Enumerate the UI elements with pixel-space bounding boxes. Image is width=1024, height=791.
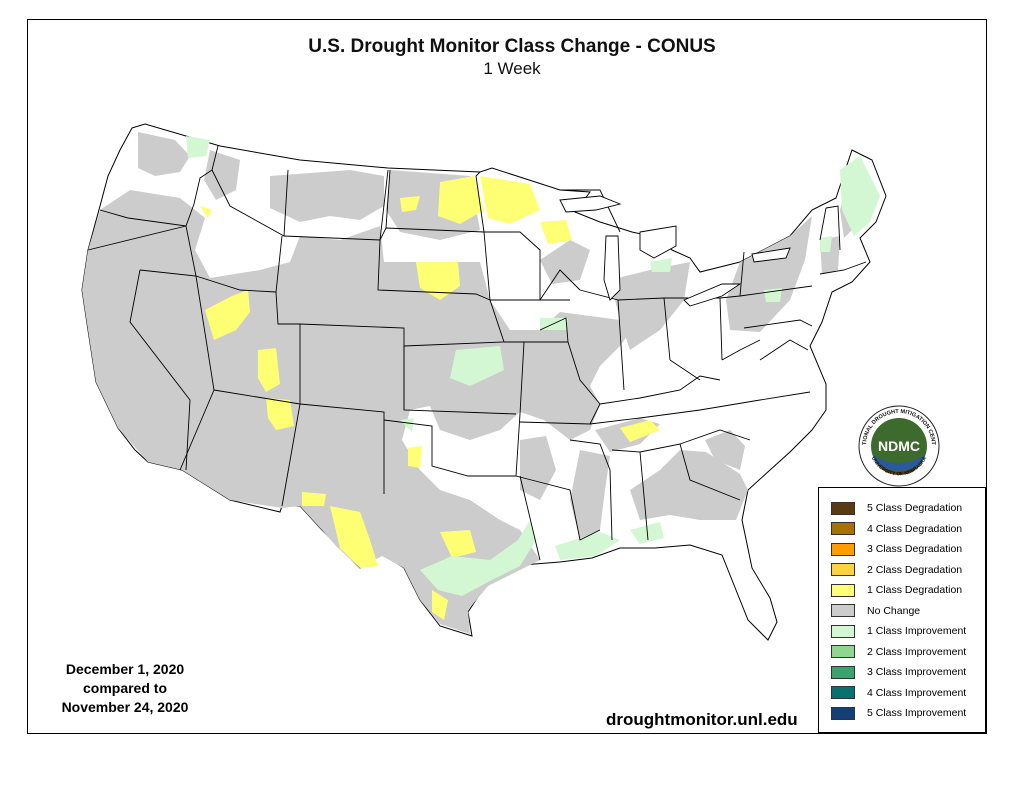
date-comparison: December 1, 2020 compared to November 24… — [40, 660, 210, 717]
legend-swatch — [831, 665, 855, 679]
legend-label: 2 Class Improvement — [867, 645, 967, 658]
legend-swatch — [831, 583, 855, 597]
legend-swatch — [831, 686, 855, 699]
legend-item: 1 Class Improvement — [831, 623, 966, 639]
date-connector: compared to — [82, 680, 167, 696]
legend-label: 1 Class Improvement — [867, 625, 967, 637]
map-subtitle: 1 Week — [483, 59, 541, 78]
legend-label: No Change — [867, 604, 921, 617]
legend-swatch — [831, 501, 855, 515]
legend-item: 4 Class Improvement — [831, 685, 966, 701]
legend-item: 1 Class Degradation — [831, 582, 962, 598]
degradation-areas — [200, 176, 660, 620]
state-borders — [87, 145, 867, 561]
legend-item: No Change — [831, 603, 920, 619]
source-url[interactable]: droughtmonitor.unl.edu — [606, 710, 798, 729]
legend-label: 2 Class Degradation — [867, 563, 963, 576]
great-lakes — [559, 195, 791, 307]
legend-item: 3 Class Degradation — [831, 541, 962, 557]
legend-item: 2 Class Degradation — [831, 562, 962, 578]
legend-label: 5 Class Improvement — [867, 707, 967, 719]
ndmc-logo: NDMC NATIONAL DROUGHT MITIGATION CENTER … — [858, 405, 940, 487]
legend-label: 4 Class Degradation — [867, 522, 963, 535]
legend-item: 5 Class Degradation — [831, 500, 962, 516]
legend-swatch — [831, 604, 855, 617]
previous-date: November 24, 2020 — [61, 699, 189, 715]
legend-swatch — [831, 563, 855, 576]
current-date: December 1, 2020 — [65, 661, 185, 677]
legend-swatch — [831, 706, 855, 720]
legend-label: 3 Class Improvement — [867, 666, 967, 678]
legend-swatch — [831, 624, 855, 638]
ndmc-abbr: NDMC — [878, 438, 920, 454]
legend-item: 5 Class Improvement — [831, 705, 966, 721]
legend-label: 1 Class Degradation — [867, 584, 963, 596]
map-title: U.S. Drought Monitor Class Change - CONU… — [308, 36, 716, 57]
legend-swatch — [831, 645, 855, 658]
legend-label: 4 Class Improvement — [867, 686, 967, 699]
legend-item: 4 Class Degradation — [831, 521, 962, 537]
legend-label: 5 Class Degradation — [867, 502, 963, 514]
legend: 5 Class Degradation 4 Class Degradation 3 … — [818, 487, 986, 733]
legend-item: 2 Class Improvement — [831, 644, 966, 660]
no-change-areas — [82, 132, 860, 634]
legend-swatch — [831, 542, 855, 556]
legend-swatch — [831, 522, 855, 535]
legend-label: 3 Class Degradation — [867, 543, 963, 555]
legend-item: 3 Class Improvement — [831, 664, 966, 680]
